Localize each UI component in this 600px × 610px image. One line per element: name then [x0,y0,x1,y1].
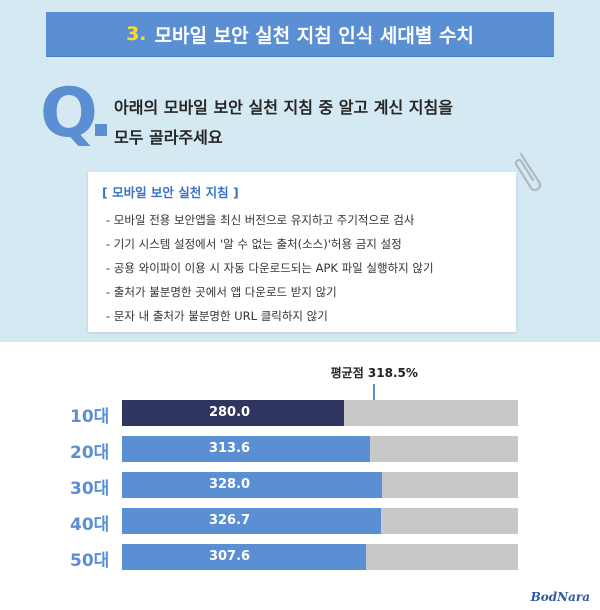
q-icon: Q [40,74,98,153]
bar-track: 326.7 [122,508,518,534]
title-bar: 3. 모바일 보안 실천 지침 인식 세대별 수치 [46,12,554,56]
category-label: 40대 [70,515,110,535]
bar [122,472,382,498]
bar [122,508,381,534]
brand-logo: BodNara [530,590,590,604]
bar [122,436,371,462]
bar-value-label: 307.6 [208,549,251,564]
category-label: 30대 [70,479,110,499]
guide-item: - 문자 내 출처가 불분명한 URL 클릭하지 않기 [106,309,328,323]
category-label: 20대 [70,443,110,463]
guide-item: - 기기 시스템 설정에서 '알 수 없는 출처(소스)'허용 금지 설정 [106,237,402,251]
bar-track: 313.6 [122,436,518,462]
guide-item: - 모바일 전용 보안앱을 최신 버전으로 유지하고 주기적으로 검사 [106,213,415,227]
average-label: 평균점 318.5% [330,366,418,380]
bar-track: 280.0 [122,400,518,426]
bar [122,400,344,426]
bar-value-label: 280.0 [208,405,251,420]
guide-item: - 출처가 불분명한 곳에서 앱 다운로드 받지 않기 [106,285,337,299]
paperclip-icon [514,152,542,192]
category-label: 50대 [70,551,110,571]
question-line-1: 아래의 모바일 보안 실천 지침 중 알고 계신 지침을 [114,98,453,117]
question-panel: 3. 모바일 보안 실천 지침 인식 세대별 수치 Q 아래의 모바일 보안 실… [0,0,600,342]
bar-track: 307.6 [122,544,518,570]
guide-card: [ 모바일 보안 실천 지침 ] - 모바일 전용 보안앱을 최신 버전으로 유… [88,172,516,332]
bar-value-label: 326.7 [208,513,251,528]
average-marker [373,384,376,400]
title-number: 3. [126,23,147,45]
guide-header: [ 모바일 보안 실천 지침 ] [102,185,239,200]
bar-value-label: 313.6 [208,441,251,456]
bar [122,544,366,570]
bar-chart: 평균점 318.5% 10대 280.0 20대 313.6 30대 328.0 40대 32… [0,342,600,610]
category-label: 10대 [70,407,110,427]
guide-item: - 공용 와이파이 이용 시 자동 다운로드되는 APK 파일 실행하지 않기 [106,261,434,275]
question-line-2: 모두 골라주세요 [114,128,223,147]
page-title: 모바일 보안 실천 지침 인식 세대별 수치 [154,24,474,47]
bar-value-label: 328.0 [208,477,251,492]
q-dot-icon [95,124,107,136]
bar-track: 328.0 [122,472,518,498]
